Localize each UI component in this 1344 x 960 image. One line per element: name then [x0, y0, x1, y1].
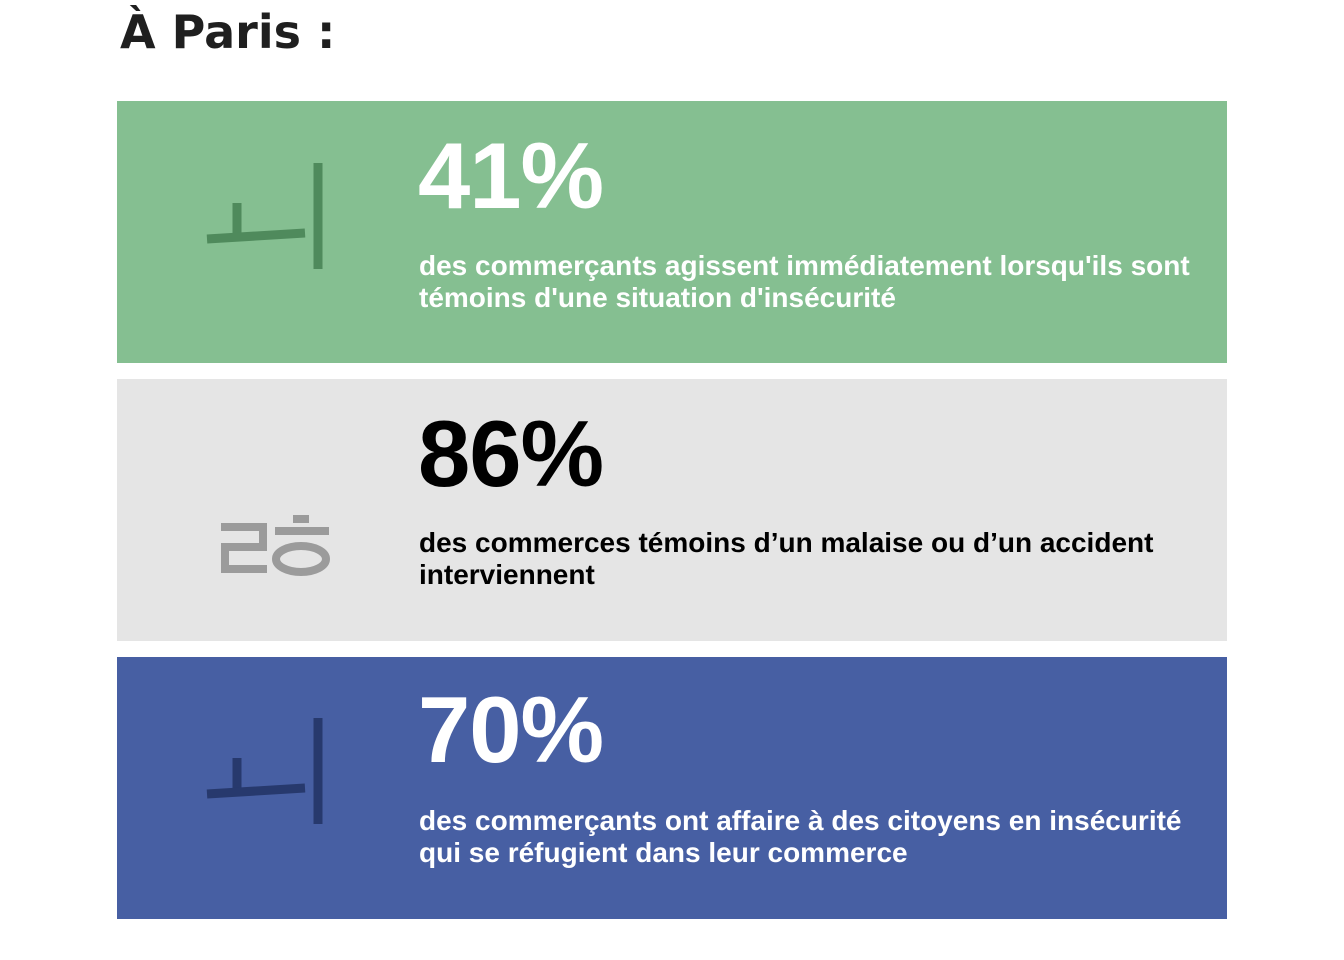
page-title: À Paris :	[120, 5, 336, 59]
stat-value: 41%	[418, 123, 604, 228]
stat-card-3: 70% des commerçants ont affaire à des ci…	[117, 657, 1227, 919]
stat-description: des commerces témoins d’un malaise ou d’…	[419, 527, 1154, 590]
stat-value: 70%	[418, 677, 604, 782]
korean-glyph-icon	[205, 159, 335, 279]
korean-glyph-icon	[205, 714, 335, 834]
korean-glyph-icon	[217, 515, 347, 635]
stat-description: des commerçants agissent immédiatement l…	[419, 250, 1190, 313]
stat-card-2: 86% des commerces témoins d’un malaise o…	[117, 379, 1227, 641]
stat-card-1: 41% des commerçants agissent immédiateme…	[117, 101, 1227, 363]
stat-value: 86%	[418, 401, 604, 506]
stat-description: des commerçants ont affaire à des citoye…	[419, 805, 1182, 868]
